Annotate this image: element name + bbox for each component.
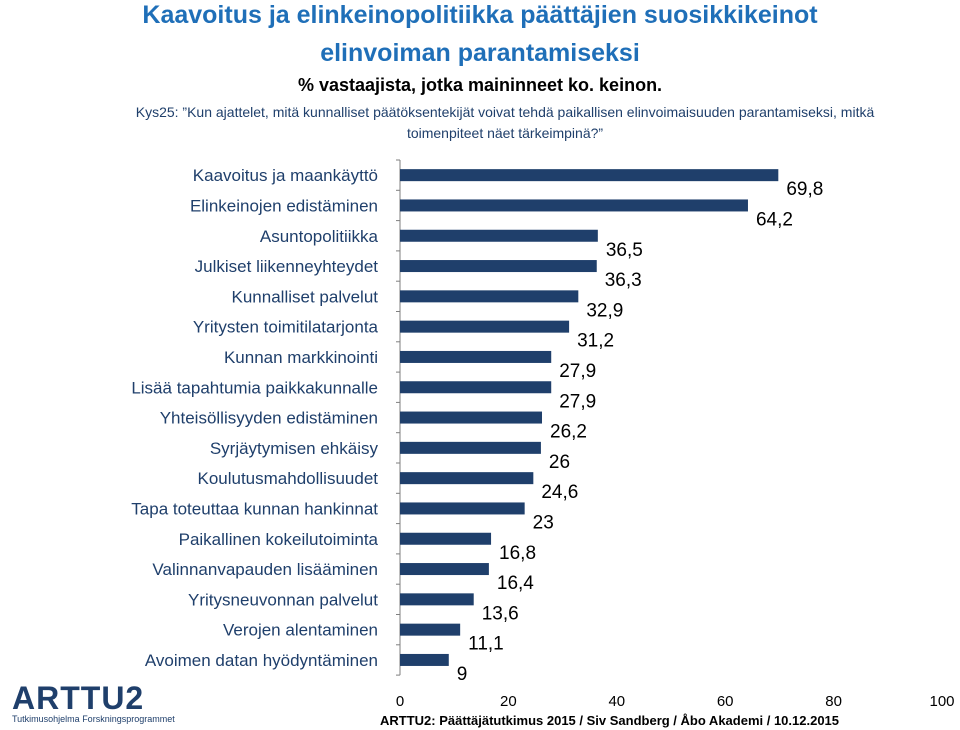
category-label: Elinkeinojen edistäminen	[190, 196, 378, 215]
chart-subtitle: % vastaajista, jotka maininneet ko. kein…	[297, 75, 663, 95]
x-tick-label: 100	[929, 693, 954, 710]
bar	[400, 169, 779, 182]
value-label: 16,8	[499, 543, 536, 564]
survey-question-line1: Kys25: ”Kun ajattelet, mitä kunnalliset …	[135, 104, 875, 120]
bar	[400, 381, 552, 394]
category-label: Verojen alentaminen	[223, 621, 378, 640]
value-label: 23	[533, 512, 554, 533]
value-label: 26	[549, 452, 570, 473]
bar	[400, 199, 748, 212]
bar	[400, 593, 474, 606]
bar	[400, 502, 525, 515]
bar	[400, 563, 489, 576]
category-label: Tapa toteuttaa kunnan hankinnat	[131, 499, 378, 518]
category-label: Paikallinen kokeilutoiminta	[179, 530, 379, 549]
bar	[400, 441, 541, 454]
category-label: Yritysneuvonnan palvelut	[188, 590, 378, 609]
category-label: Yhteisöllisyyden edistäminen	[160, 409, 378, 428]
category-label: Kunnan markkinointi	[224, 348, 378, 367]
category-label: Valinnanvapauden lisääminen	[152, 560, 378, 579]
bar	[400, 532, 492, 545]
logo-text: ARTTU2	[12, 680, 145, 716]
bar	[400, 260, 597, 273]
value-label: 36,5	[606, 240, 643, 261]
value-label: 32,9	[586, 300, 623, 321]
category-label: Avoimen datan hyödyntäminen	[145, 651, 378, 670]
category-label: Kunnalliset palvelut	[232, 287, 379, 306]
value-label: 9	[457, 664, 468, 685]
category-label: Yritysten toimitilatarjonta	[193, 318, 379, 337]
artt2-logo: ARTTU2 Tutkimusohjelma Forskningsprogram…	[6, 680, 175, 726]
bar	[400, 229, 598, 242]
value-label: 13,6	[482, 603, 519, 624]
x-tick-label: 60	[717, 693, 734, 710]
value-label: 27,9	[559, 391, 596, 412]
category-label: Lisää tapahtumia paikkakunnalle	[131, 378, 378, 397]
footer-source: ARTTU2: Päättäjätutkimus 2015 / Siv Sand…	[380, 713, 840, 728]
value-label: 64,2	[756, 209, 793, 230]
category-label: Koulutusmahdollisuudet	[197, 469, 378, 488]
category-label: Kaavoitus ja maankäyttö	[193, 166, 378, 185]
value-label: 26,2	[550, 422, 587, 443]
value-label: 16,4	[497, 573, 534, 594]
survey-question: Kys25: ”Kun ajattelet, mitä kunnalliset …	[80, 102, 930, 144]
bar	[400, 320, 570, 333]
category-label: Julkiset liikenneyhteydet	[195, 257, 379, 276]
bar	[400, 623, 461, 636]
survey-question-line2: toimenpiteet näet tärkeimpinä?”	[406, 125, 604, 141]
x-tick-label: 0	[396, 693, 404, 710]
x-tick-label: 80	[825, 693, 842, 710]
x-tick-label: 20	[500, 693, 517, 710]
chart-title-line1: Kaavoitus ja elinkeinopolitiikka päättäj…	[142, 1, 818, 29]
bar	[400, 472, 534, 485]
chart-title-line2: elinvoiman parantamiseksi	[320, 39, 640, 67]
value-label: 11,1	[468, 634, 504, 655]
value-label: 69,8	[786, 179, 823, 200]
value-label: 24,6	[541, 482, 578, 503]
value-label: 31,2	[577, 331, 614, 352]
bar	[400, 290, 579, 303]
value-label: 27,9	[559, 361, 596, 382]
category-label: Syrjäytymisen ehkäisy	[210, 439, 379, 458]
category-label: Asuntopolitiikka	[260, 227, 379, 246]
bar	[400, 411, 543, 424]
bar	[400, 350, 552, 363]
value-label: 36,3	[605, 270, 642, 291]
x-tick-label: 40	[608, 693, 625, 710]
logo-subtext: Tutkimusohjelma Forskningsprogrammet	[12, 714, 175, 724]
bar	[400, 653, 449, 666]
